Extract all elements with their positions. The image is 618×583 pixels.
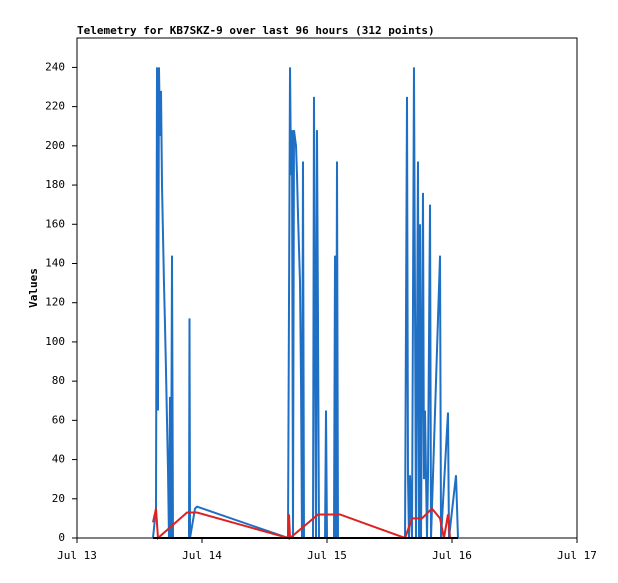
y-tick-label: 20 [52, 492, 65, 505]
x-tick-label: Jul 13 [57, 549, 97, 562]
y-tick-label: 180 [45, 178, 65, 191]
y-tick-label: 40 [52, 453, 65, 466]
x-tick-label: Jul 17 [557, 549, 597, 562]
x-tick-label: Jul 15 [307, 549, 347, 562]
x-tick-label: Jul 16 [432, 549, 472, 562]
y-axis-label: Values [27, 268, 40, 308]
y-tick-label: 160 [45, 217, 65, 230]
y-tick-label: 100 [45, 335, 65, 348]
x-tick-label: Jul 14 [182, 549, 222, 562]
y-tick-label: 200 [45, 139, 65, 152]
y-tick-label: 60 [52, 413, 65, 426]
y-tick-label: 140 [45, 256, 65, 269]
y-tick-label: 80 [52, 374, 65, 387]
y-tick-label: 0 [58, 531, 65, 544]
y-tick-label: 220 [45, 100, 65, 113]
series-line [151, 67, 459, 540]
y-tick-label: 120 [45, 296, 65, 309]
series-line [152, 507, 452, 541]
y-tick-label: 240 [45, 60, 65, 73]
chart-title: Telemetry for KB7SKZ-9 over last 96 hour… [77, 24, 435, 37]
